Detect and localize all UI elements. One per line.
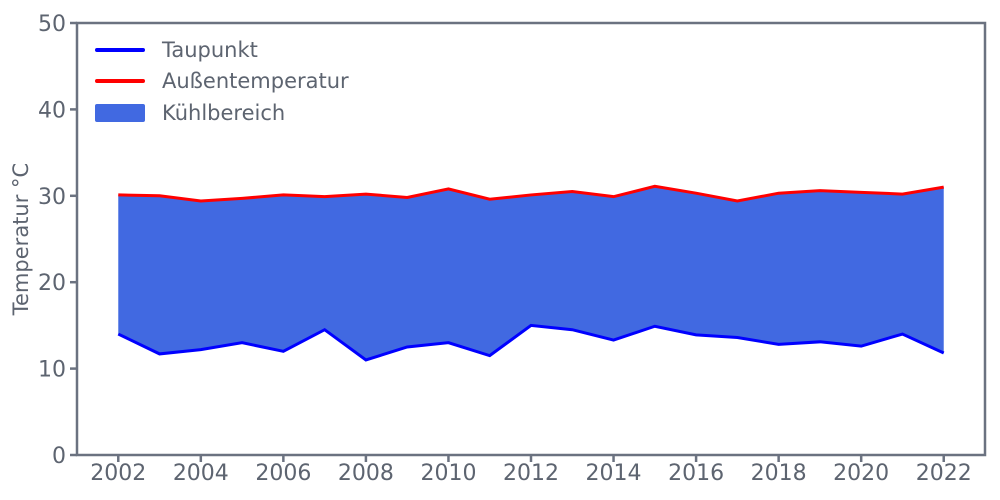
legend-line-swatch-taupunkt: [95, 48, 145, 52]
axes-spines: [75, 21, 987, 457]
y-tick-label: 40: [38, 98, 66, 123]
x-tick-label: 2020: [833, 461, 889, 486]
x-tick-label: 2004: [173, 461, 229, 486]
y-tick-label: 0: [52, 444, 66, 469]
legend-item-kuehlbereich: Kühlbereich: [95, 101, 285, 125]
cooling-range-area: [118, 186, 944, 360]
x-tick-label: 2016: [668, 461, 724, 486]
y-axis-label: Temperatur °C: [9, 162, 33, 316]
x-tick-label: 2008: [338, 461, 394, 486]
y-tick-label: 20: [38, 271, 66, 296]
legend-label-aussentemperatur: Außentemperatur: [162, 69, 349, 93]
x-tick-label: 2022: [916, 461, 972, 486]
legend-line-swatch-aussentemperatur: [95, 79, 145, 83]
aussentemperatur-line: [118, 184, 944, 203]
x-tick-label: 2014: [586, 461, 642, 486]
x-tick-label: 2002: [90, 461, 146, 486]
x-tick-label: 2006: [255, 461, 311, 486]
taupunkt-line: [117, 323, 945, 362]
legend-item-taupunkt: Taupunkt: [95, 38, 258, 62]
y-tick-label: 10: [38, 358, 66, 383]
legend-label-kuehlbereich: Kühlbereich: [162, 101, 286, 125]
y-tick-label: 30: [38, 185, 66, 210]
legend-patch-swatch-kuehlbereich: [95, 104, 145, 122]
x-tick-label: 2010: [420, 461, 476, 486]
x-tick-label: 2012: [503, 461, 559, 486]
legend-label-taupunkt: Taupunkt: [162, 38, 258, 62]
y-tick-label: 50: [38, 12, 66, 37]
x-tick-label: 2018: [751, 461, 807, 486]
legend-item-aussentemperatur: Außentemperatur: [95, 69, 349, 93]
